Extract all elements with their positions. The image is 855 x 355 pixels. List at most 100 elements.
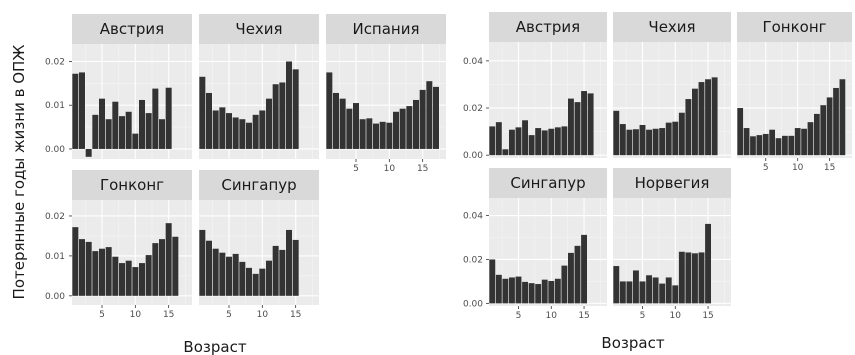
facet-panel: Австрия 0.00 0.01 0.02	[45, 14, 192, 159]
bar	[292, 239, 299, 296]
bar	[646, 275, 653, 304]
x-tick-label: 15	[578, 311, 589, 321]
bar	[502, 149, 509, 156]
bar	[206, 240, 212, 296]
facet-panel: Гонконг 0.00 0.01 0.02 5 10 15	[45, 170, 192, 320]
y-tick-label: 0.00	[45, 145, 65, 155]
bar	[239, 119, 246, 149]
bar	[839, 79, 846, 156]
x-tick-label: 10	[130, 310, 142, 320]
bar	[528, 283, 535, 304]
bar	[159, 119, 165, 149]
bar	[292, 69, 299, 149]
facet-panel: Норвегия 5 10 15	[613, 168, 731, 321]
bar	[691, 253, 698, 304]
bar	[794, 128, 801, 156]
bar	[326, 72, 333, 149]
bar	[554, 278, 561, 304]
bar	[219, 107, 226, 149]
facet-strip	[489, 168, 607, 198]
bar	[813, 113, 820, 156]
x-axis-title: Возраст	[601, 334, 664, 352]
bar	[775, 138, 782, 156]
bar	[801, 128, 807, 156]
bar	[626, 281, 633, 304]
bar	[528, 135, 535, 156]
bar	[413, 99, 419, 149]
panel-background	[326, 44, 446, 159]
bar	[226, 256, 232, 296]
bar	[522, 281, 529, 304]
bar	[652, 128, 659, 156]
bar	[272, 84, 279, 149]
bar	[85, 148, 92, 157]
bar	[373, 123, 379, 149]
bar	[92, 114, 99, 149]
bar	[139, 263, 145, 296]
bar	[346, 108, 353, 149]
bar	[105, 247, 112, 296]
bar	[613, 266, 620, 304]
bar	[165, 223, 172, 296]
y-tick-label: 0.02	[45, 57, 65, 67]
bar	[259, 110, 266, 149]
bar	[406, 106, 413, 149]
bar	[750, 136, 756, 156]
bar	[366, 118, 373, 149]
bar	[678, 112, 685, 156]
bar	[159, 239, 165, 296]
bar	[239, 261, 246, 296]
bar	[659, 128, 666, 156]
bar	[152, 243, 159, 296]
bar	[613, 110, 620, 156]
bar	[125, 260, 132, 296]
bar	[685, 252, 692, 304]
facet-strip	[199, 14, 319, 44]
bar	[393, 111, 399, 149]
bar	[232, 117, 239, 149]
bar	[574, 102, 581, 156]
bar	[672, 121, 679, 156]
facet-strip-label: Чехия	[235, 20, 282, 38]
y-tick-label: 0.00	[463, 151, 483, 161]
x-tick-label: 5	[763, 163, 769, 173]
bar	[659, 283, 666, 304]
bar	[646, 129, 653, 156]
y-tick-label: 0.01	[45, 101, 65, 111]
bar	[652, 277, 659, 304]
facet-strip-label: Чехия	[648, 18, 695, 36]
bar	[807, 122, 814, 156]
facet-strip-label: Гонконг	[100, 176, 164, 194]
bar	[820, 105, 827, 156]
bar	[139, 99, 145, 149]
facet-panel: Австрия 0.00 0.02 0.04	[463, 12, 607, 161]
bar	[112, 256, 119, 296]
bar	[541, 130, 548, 156]
x-tick-label: 15	[417, 164, 428, 174]
bar	[353, 103, 359, 149]
bar	[199, 229, 206, 296]
bar	[685, 99, 692, 156]
bar	[535, 284, 542, 304]
bar	[99, 248, 105, 296]
bar	[246, 122, 252, 149]
facet-strip-label: Норвегия	[635, 174, 710, 192]
facet-strip-label: Гонконг	[762, 18, 826, 36]
facet-panel: Сингапур 0.00 0.02 0.04 5 10 15	[463, 168, 607, 321]
x-tick-label: 5	[99, 310, 105, 320]
y-tick-label: 0.01	[45, 252, 65, 262]
bar	[172, 236, 179, 296]
facet-strip-label: Австрия	[516, 18, 580, 36]
bar	[632, 129, 639, 156]
x-tick-label: 15	[163, 310, 174, 320]
bar	[567, 98, 574, 156]
facet-strip	[72, 170, 192, 200]
facet-strip	[72, 14, 192, 44]
bar	[279, 249, 286, 296]
bar	[826, 97, 833, 156]
bar	[548, 280, 555, 304]
bar	[665, 122, 672, 156]
facet-panel: Гонконг 5 10 15	[737, 12, 852, 173]
bar	[399, 108, 406, 149]
bar	[279, 82, 286, 149]
